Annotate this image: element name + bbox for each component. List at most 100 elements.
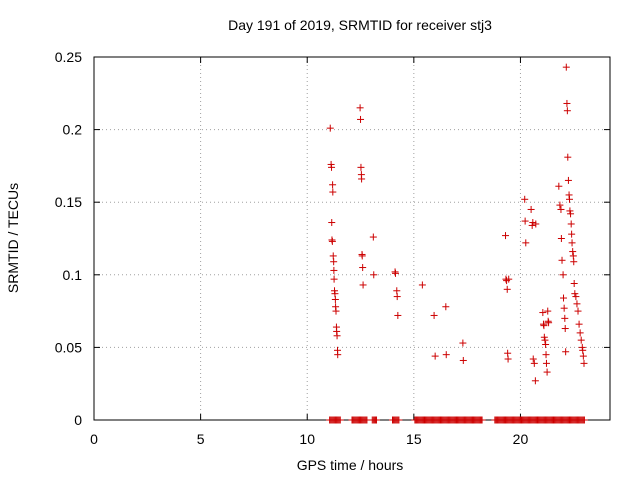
data-point <box>369 233 377 241</box>
x-tick-label: 5 <box>197 431 205 447</box>
data-point <box>418 281 426 289</box>
data-point <box>562 348 570 356</box>
data-point <box>531 377 539 385</box>
data-point <box>579 352 587 360</box>
data-point <box>357 115 365 123</box>
axes: 0 0.05 0.1 0.15 0.2 0.25 0 5 10 15 20 <box>55 49 611 447</box>
data-point <box>532 220 540 228</box>
data-point <box>356 104 364 112</box>
data-point <box>522 239 530 247</box>
data-point <box>579 346 587 354</box>
data-point <box>529 219 537 227</box>
x-axis-label: GPS time / hours <box>297 457 404 473</box>
data-point <box>570 258 578 266</box>
data-point <box>529 355 537 363</box>
data-point <box>575 320 583 328</box>
data-point <box>540 333 548 341</box>
chart-title: Day 191 of 2019, SRMTID for receiver stj… <box>228 17 492 33</box>
data-point <box>442 303 450 311</box>
data-point <box>555 182 563 190</box>
data-point <box>563 107 571 115</box>
y-axis-label: SRMTID / TECUs <box>5 183 21 293</box>
data-point <box>572 293 580 301</box>
data-point <box>330 275 338 283</box>
data-point <box>505 275 513 283</box>
data-point <box>328 163 336 171</box>
data-point <box>359 264 367 272</box>
x-tick-label: 0 <box>90 431 98 447</box>
data-point <box>336 416 344 424</box>
chart-labels: Day 191 of 2019, SRMTID for receiver stj… <box>5 17 492 473</box>
data-point <box>565 195 573 203</box>
data-point <box>431 352 439 360</box>
data-point <box>571 290 579 298</box>
x-tick-label: 20 <box>513 431 529 447</box>
data-point <box>528 221 536 229</box>
data-point <box>358 252 366 260</box>
data-point <box>330 266 338 274</box>
data-point <box>573 300 581 308</box>
data-point <box>558 256 566 264</box>
data-point <box>521 217 529 225</box>
data-point <box>328 237 336 245</box>
data-point <box>502 232 510 240</box>
data-point <box>333 332 341 340</box>
data-point <box>530 359 538 367</box>
data-point <box>567 210 575 218</box>
data-point <box>576 329 584 337</box>
data-point <box>328 219 336 227</box>
data-point <box>540 322 548 330</box>
data-point <box>373 416 381 424</box>
data-point <box>567 220 575 228</box>
data-point <box>562 63 570 71</box>
x-tick-label: 15 <box>406 431 422 447</box>
data-point <box>395 416 403 424</box>
data-point <box>329 181 337 189</box>
data-point <box>331 295 339 303</box>
y-tick-label: 0.05 <box>55 339 82 355</box>
data-point <box>561 325 569 333</box>
data-point <box>394 311 402 319</box>
data-point <box>557 235 565 242</box>
data-point <box>370 271 378 279</box>
data-point <box>580 359 588 367</box>
y-tick-label: 0.2 <box>63 122 83 138</box>
data-point <box>459 356 467 364</box>
data-point <box>560 304 568 312</box>
data-point <box>359 281 367 289</box>
data-point <box>478 416 486 424</box>
data-point <box>542 359 550 367</box>
grid-lines <box>94 57 610 420</box>
data-point <box>459 339 467 347</box>
data-point <box>430 311 438 319</box>
y-tick-label: 0.25 <box>55 49 82 65</box>
plot-frame <box>93 56 611 421</box>
data-point <box>334 351 342 359</box>
data-point <box>358 175 366 183</box>
data-points <box>326 63 588 424</box>
data-point <box>542 340 550 348</box>
data-point <box>580 416 588 424</box>
data-point <box>332 307 340 315</box>
y-tick-label: 0.1 <box>63 267 83 283</box>
data-point <box>577 336 585 344</box>
data-point <box>574 307 582 315</box>
data-point <box>545 319 553 327</box>
y-tick-label: 0 <box>74 412 82 428</box>
data-point <box>568 230 576 238</box>
data-point <box>561 314 569 322</box>
data-point <box>326 124 334 132</box>
data-point <box>442 351 450 359</box>
data-point <box>564 176 572 184</box>
data-point <box>541 336 549 344</box>
data-point <box>330 258 338 266</box>
data-point <box>329 188 337 196</box>
data-point <box>568 239 576 247</box>
data-point <box>391 269 399 277</box>
data-point <box>357 163 365 171</box>
x-tick-label: 10 <box>299 431 315 447</box>
data-point <box>560 294 568 302</box>
data-point <box>543 368 551 376</box>
data-point <box>393 293 401 301</box>
